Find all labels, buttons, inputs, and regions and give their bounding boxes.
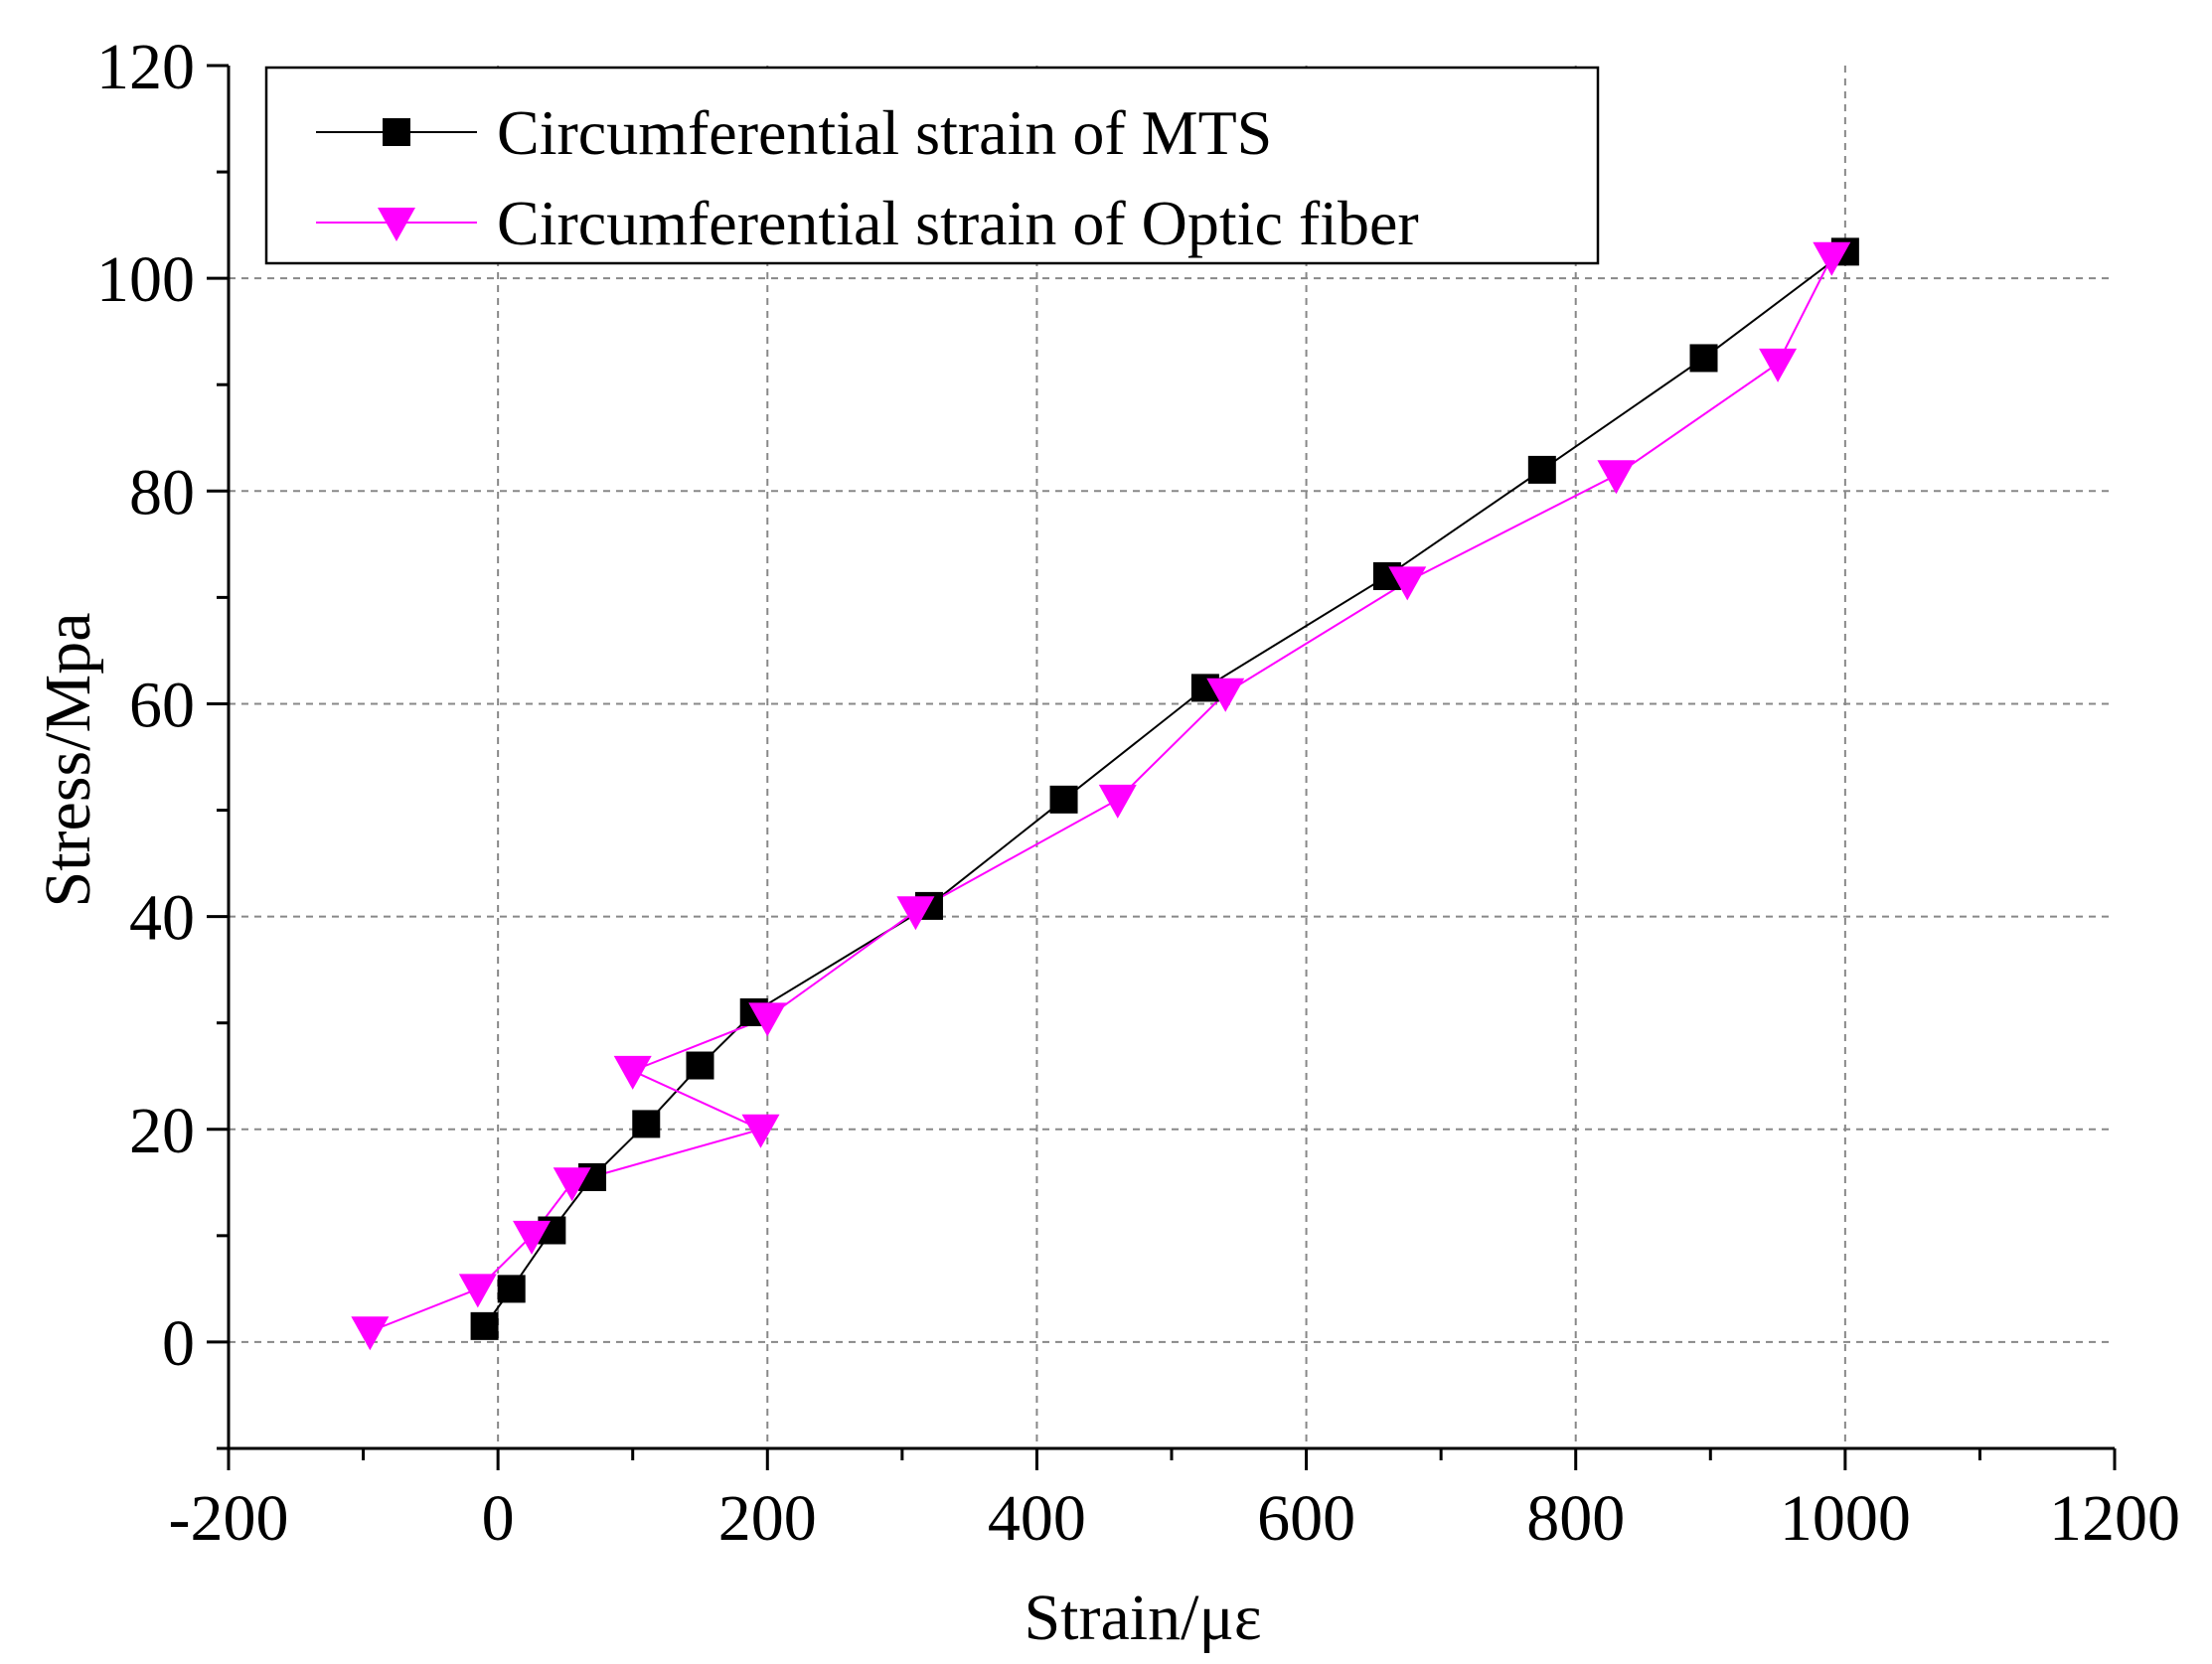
fiber-point — [459, 1274, 497, 1307]
y-tick-label: 20 — [129, 1095, 195, 1167]
y-tick-label: 40 — [129, 882, 195, 955]
x-tick-label: 1200 — [2049, 1482, 2180, 1555]
series-layer — [351, 237, 1859, 1350]
x-tick-label: 0 — [482, 1482, 515, 1555]
mts-point — [632, 1110, 660, 1137]
x-tick-label: 800 — [1526, 1482, 1625, 1555]
x-axis-title: Strain/με — [1024, 1582, 1261, 1654]
x-tick-label: 600 — [1257, 1482, 1355, 1555]
fiber-point — [1759, 349, 1797, 382]
x-tick-label: -200 — [169, 1482, 289, 1555]
legend: Circumferential strain of MTS Circumfere… — [266, 68, 1598, 263]
mts-point — [1690, 344, 1718, 372]
y-tick-label: 60 — [129, 669, 195, 741]
y-tick-label: 120 — [96, 31, 195, 103]
fiber-point — [614, 1056, 652, 1090]
y-axis-title: Stress/Mpa — [32, 613, 104, 908]
fiber-point — [1597, 460, 1635, 494]
mts-point — [687, 1052, 714, 1080]
fiber-point — [351, 1316, 389, 1350]
mts-point — [1050, 786, 1078, 814]
legend-label-mts: Circumferential strain of MTS — [497, 97, 1272, 168]
fiber-point — [742, 1115, 780, 1148]
legend-label-fiber: Circumferential strain of Optic fiber — [497, 188, 1419, 258]
x-tick-label: 200 — [718, 1482, 817, 1555]
mts-series-line — [485, 251, 1845, 1325]
mts-point — [498, 1275, 526, 1302]
y-tick-label: 100 — [96, 243, 195, 316]
legend-marker-mts — [383, 118, 410, 146]
chart: -200 0 200 400 600 800 1000 1200 0 20 40 60 80 100 120… — [0, 0, 2212, 1664]
mts-point — [1528, 456, 1556, 484]
y-tick-label: 80 — [129, 456, 195, 529]
mts-point — [471, 1312, 499, 1340]
y-tick-label: 0 — [162, 1307, 195, 1380]
fiber-point — [1099, 785, 1137, 819]
x-tick-label: 1000 — [1780, 1482, 1911, 1555]
x-tick-label: 400 — [988, 1482, 1086, 1555]
